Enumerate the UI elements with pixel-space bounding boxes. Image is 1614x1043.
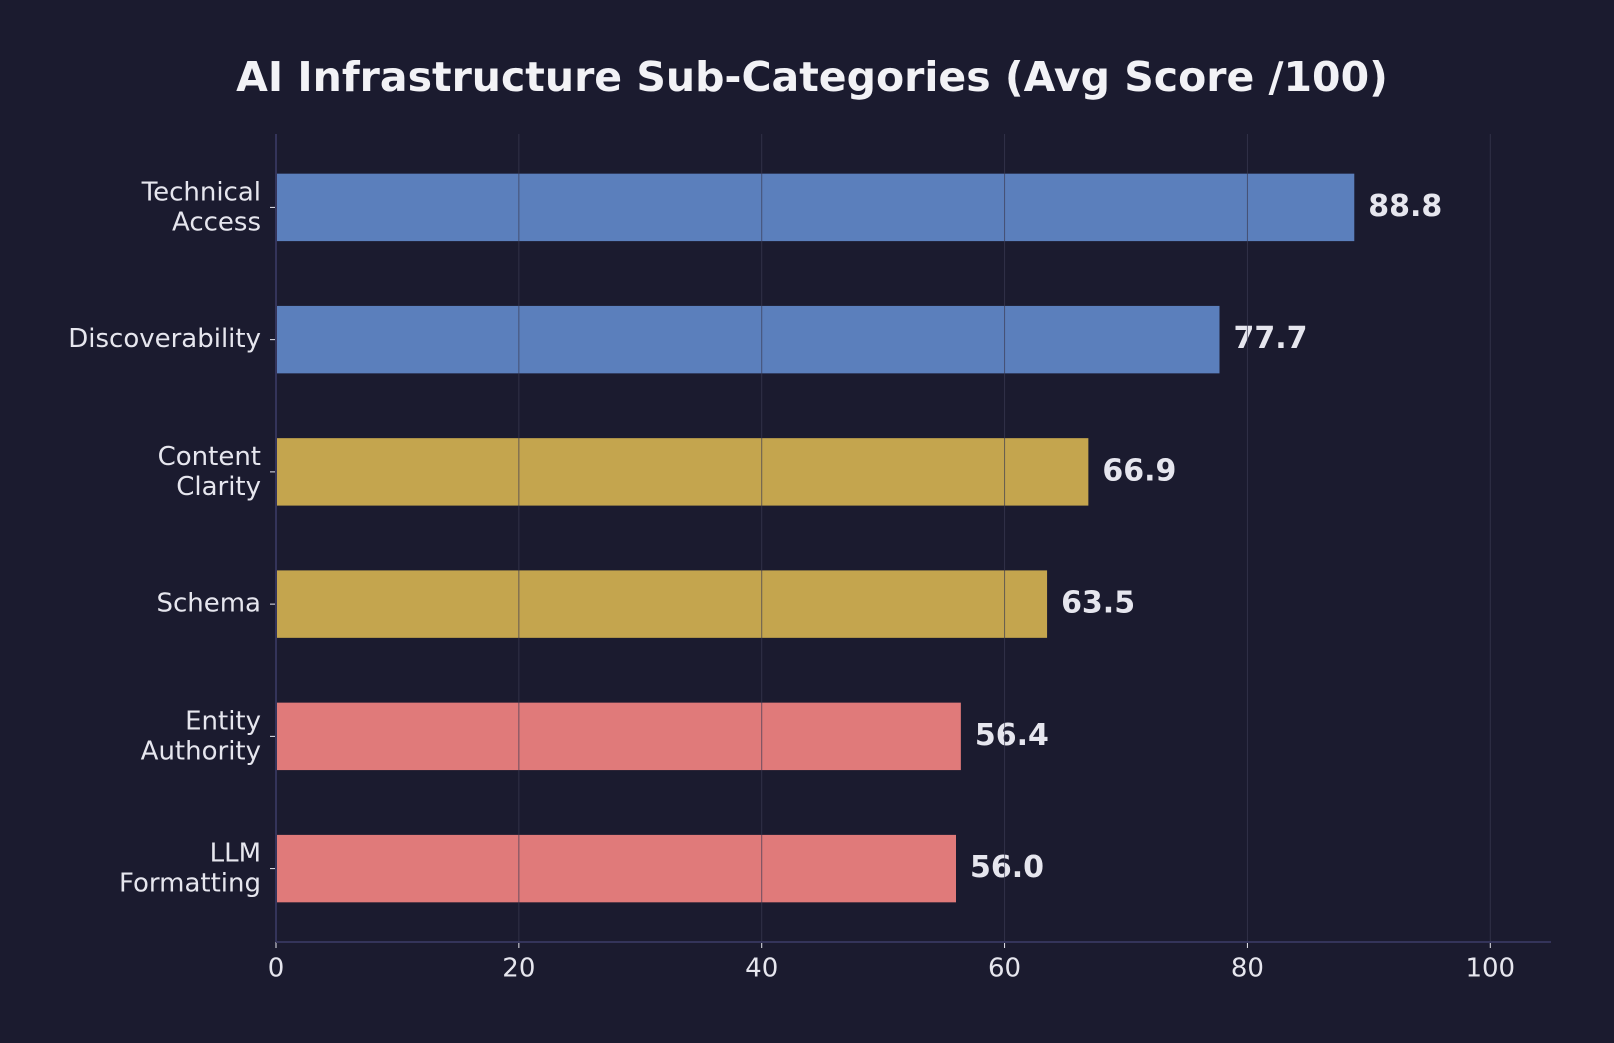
bar (276, 305, 1220, 374)
y-tick-label: Discoverability (68, 324, 261, 354)
value-label: 88.8 (1368, 189, 1442, 224)
x-tick-label: 20 (502, 954, 535, 984)
x-tick-label: 40 (745, 954, 778, 984)
value-label: 56.0 (970, 850, 1044, 885)
y-tick-label: Content Clarity (158, 441, 261, 501)
chart-title: AI Infrastructure Sub-Categories (Avg Sc… (236, 53, 1388, 101)
y-tick-label: LLM Formatting (119, 838, 261, 898)
y-tick-label: Entity Authority (141, 706, 261, 766)
value-label: 56.4 (975, 718, 1049, 753)
x-tick-label: 80 (1231, 954, 1264, 984)
x-tick-label: 100 (1465, 954, 1515, 984)
bar (276, 834, 956, 903)
bar (276, 438, 1089, 506)
y-tick-label: Schema (156, 589, 261, 619)
y-tick-label: Technical Access (141, 177, 261, 237)
x-tick-label: 0 (268, 954, 285, 984)
value-label: 77.7 (1234, 321, 1308, 356)
value-label: 63.5 (1061, 586, 1135, 621)
x-tick-label: 60 (988, 954, 1021, 984)
value-label: 66.9 (1102, 453, 1176, 488)
bar (276, 702, 961, 771)
bar (276, 173, 1355, 242)
bar (276, 570, 1048, 638)
